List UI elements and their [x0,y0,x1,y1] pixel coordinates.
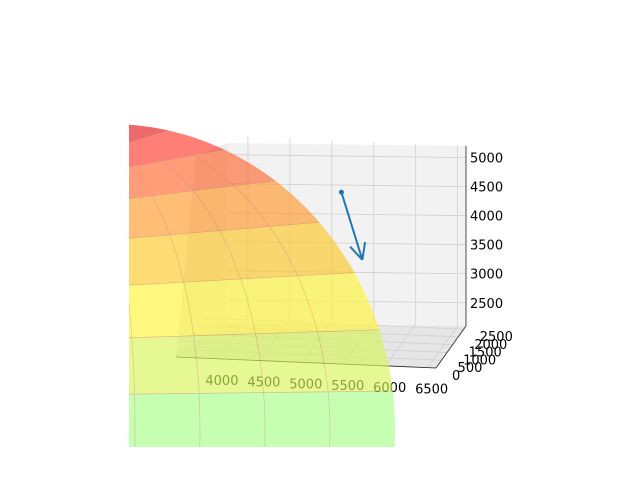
z-tick-label: 3500 [470,239,503,254]
vector-origin-point [338,189,344,195]
surface-band [129,180,320,239]
z-tick-label: 3000 [470,268,503,283]
surface-band [129,130,225,167]
y-tick-label: 500 [458,361,483,376]
vector-head [349,246,364,261]
z-tick-label: 5000 [470,152,503,167]
x-grid-line [427,325,458,368]
y-tick-label: 2000 [474,338,507,353]
surface-mesh-line [129,180,276,199]
vector-shaft [340,191,364,261]
surface-mesh-line [70,452,394,454]
surface-mesh-line [129,149,225,168]
surface-mesh-curve [129,131,331,447]
surface [70,124,395,454]
y-tick-label: 1000 [463,353,496,368]
y-tick-label: 1500 [469,346,502,361]
y-tick-label: 0 [452,369,460,384]
surface-mesh-line [129,130,169,143]
z-grid-line [227,154,467,159]
surface-mesh-line [129,390,393,395]
y-tick-label: 2500 [480,330,513,345]
vector-arrow [338,189,367,261]
surface-mesh-line [129,272,355,286]
y-axis-line [435,325,467,369]
surface-mesh-curve [129,142,266,447]
vector-head [361,241,367,261]
surface-band [129,124,169,143]
surface-mesh-line [70,124,110,155]
x-grid-line [385,323,417,367]
z-tick-label: 4500 [470,181,503,196]
surface-band [129,329,393,395]
surface-band [129,149,276,199]
x-tick-label: 6500 [415,383,448,398]
surface-mesh-curve [129,163,201,447]
surface-mesh-curve [129,301,136,447]
surface-band [129,222,355,286]
z-tick-label: 4000 [470,210,503,225]
surface-band [129,272,380,338]
surface-mesh-line [129,329,380,339]
surface-mesh-line [129,221,320,239]
surface-band [129,391,395,447]
z-tick-label: 2500 [470,297,503,312]
